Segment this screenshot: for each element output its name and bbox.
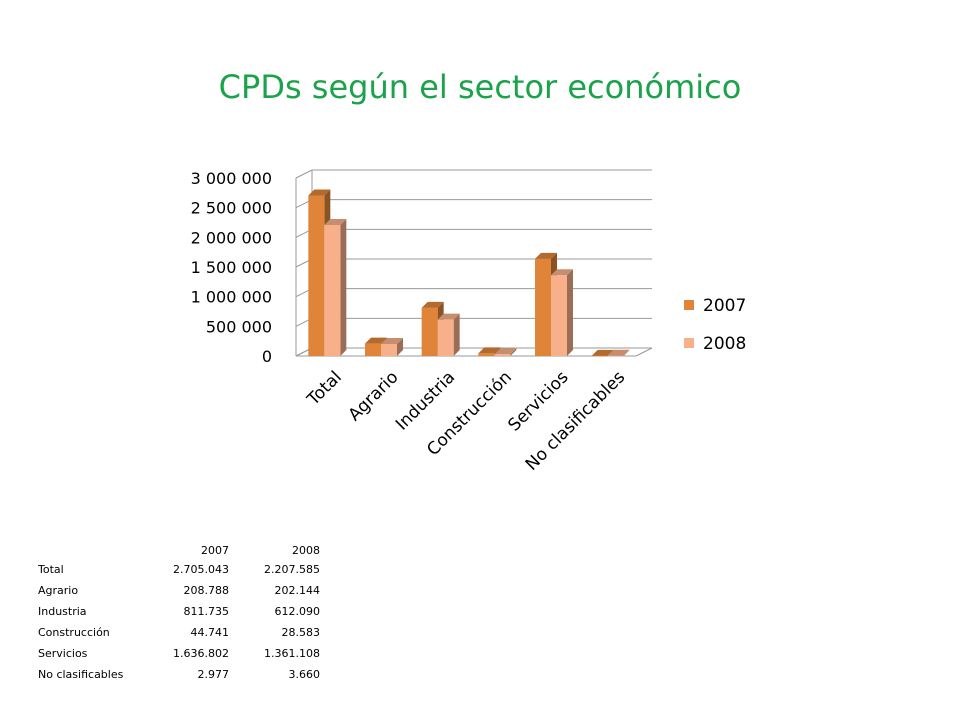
bar-front <box>324 225 341 356</box>
row-value-2007: 2.977 <box>197 668 230 681</box>
row-value-2007: 1.636.802 <box>173 647 229 660</box>
bar-top <box>607 349 630 356</box>
legend-label: 2008 <box>703 334 746 354</box>
x-axis-labels: TotalAgrarioIndustriaConstrucciónServici… <box>303 367 629 475</box>
table-header-row: 2007 2008 <box>38 542 320 559</box>
table-row: No clasificables 2.977 3.660 <box>38 664 320 685</box>
row-value-2008: 202.144 <box>274 584 321 597</box>
bar-side <box>510 348 517 356</box>
bars <box>308 189 630 357</box>
bar-top <box>381 338 403 345</box>
bar-front <box>437 319 454 356</box>
legend-label: 2007 <box>703 296 746 316</box>
row-label: Servicios <box>38 647 88 660</box>
row-label: Industria <box>38 605 87 618</box>
bar-2008 <box>494 348 517 356</box>
row-label: Construcción <box>38 626 110 639</box>
floor-line <box>635 347 653 357</box>
bar-2008 <box>607 349 630 357</box>
row-value-2007: 44.741 <box>190 626 230 639</box>
bar-top <box>308 189 331 196</box>
bar-front <box>535 258 551 356</box>
row-label: No clasificables <box>38 668 124 681</box>
bar-top <box>324 219 347 226</box>
bar-top <box>494 348 517 355</box>
legend-swatch <box>684 338 694 348</box>
y-tick-label: 2 000 000 <box>191 228 272 247</box>
bar-top <box>551 269 573 276</box>
table-row: Total 2.705.043 2.207.585 <box>38 559 320 580</box>
y-tick-label: 0 <box>262 347 272 366</box>
y-axis: 0 500 000 1 000 000 1 500 000 2 000 000 2 500… <box>191 169 272 366</box>
bar-side <box>397 338 403 356</box>
row-value-2008: 3.660 <box>288 668 321 681</box>
bar-top <box>591 349 614 356</box>
y-tick-label: 1 500 000 <box>191 258 272 277</box>
y-tick-label: 3 000 000 <box>191 169 272 188</box>
table-header-corner <box>38 542 138 559</box>
row-value-2008: 28.583 <box>281 626 321 639</box>
bar-front <box>365 343 381 356</box>
x-tick-label: Agrario <box>345 367 403 425</box>
bar-top <box>478 347 501 354</box>
bar-2008 <box>551 269 573 356</box>
chart-grid <box>295 169 653 357</box>
table-row: Agrario 208.788 202.144 <box>38 580 320 601</box>
bar-2008 <box>381 338 403 356</box>
table-row: Construcción 44.741 28.583 <box>38 622 320 643</box>
table-row: Industria 811.735 612.090 <box>38 601 320 622</box>
bar-front <box>308 195 325 356</box>
y-tick-label: 1 000 000 <box>191 288 272 307</box>
row-label: Total <box>38 563 64 576</box>
slide-title: CPDs según el sector económico <box>218 68 742 106</box>
bar-side <box>453 313 460 356</box>
bar-top <box>535 252 557 259</box>
table-header-2008: 2008 <box>292 544 320 557</box>
bar-top <box>421 301 444 308</box>
bar-top <box>437 313 460 320</box>
legend-swatch <box>684 300 694 310</box>
bar-side <box>340 219 347 356</box>
bar-front <box>421 307 438 356</box>
x-tick-label: Total <box>303 367 346 410</box>
y-tick-label: 2 500 000 <box>191 199 272 218</box>
table-row: Servicios 1.636.802 1.361.108 <box>38 643 320 664</box>
row-value-2008: 1.361.108 <box>264 647 320 660</box>
row-label: Agrario <box>38 584 79 597</box>
bar-top <box>365 337 387 344</box>
bar-front <box>551 275 567 356</box>
gridline-depth <box>295 169 313 179</box>
x-tick-label: No clasificables <box>522 367 630 475</box>
bar-2008 <box>324 219 347 356</box>
bar-front <box>478 353 495 356</box>
bar-front <box>607 355 624 357</box>
bar-front <box>494 354 511 356</box>
bar-side <box>567 269 573 356</box>
bar-2008 <box>437 313 460 356</box>
legend: 2007 2008 <box>684 296 746 354</box>
row-value-2007: 811.735 <box>183 605 230 618</box>
y-tick-label: 500 000 <box>206 317 272 336</box>
table-header-2007: 2007 <box>201 544 229 557</box>
row-value-2008: 612.090 <box>274 605 321 618</box>
bar-side <box>623 349 630 356</box>
data-table: 2007 2008 Total 2.705.043 2.207.585 Agra… <box>38 542 320 685</box>
row-value-2008: 2.207.585 <box>264 563 320 576</box>
bar-front <box>381 344 397 356</box>
row-value-2007: 2.705.043 <box>173 563 229 576</box>
bar-chart: 0 500 000 1 000 000 1 500 000 2 000 000 2 500… <box>191 169 747 475</box>
row-value-2007: 208.788 <box>183 584 230 597</box>
bar-front <box>591 355 608 357</box>
